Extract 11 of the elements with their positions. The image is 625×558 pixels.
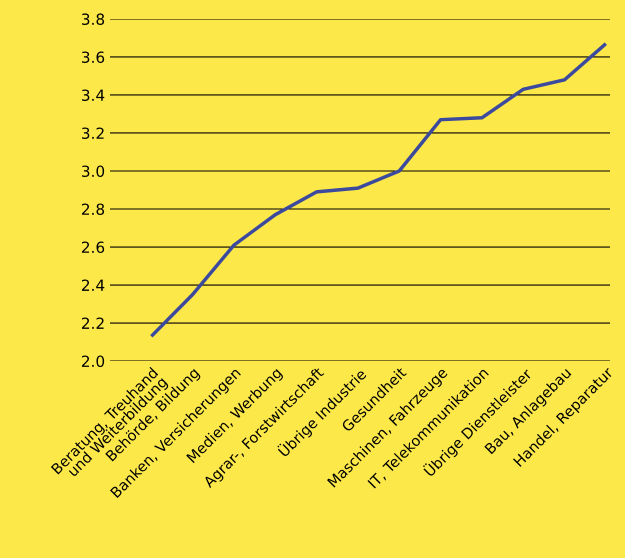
y-tick-label: 3.6	[82, 51, 104, 63]
y-tick-label: 2.8	[82, 203, 104, 216]
y-tick-label: 2.6	[82, 241, 104, 254]
y-tick-label: 3.0	[82, 165, 104, 178]
y-tick-label: 3.2	[82, 127, 104, 140]
y-tick-label: 2.4	[82, 279, 104, 291]
line-series	[150, 42, 608, 338]
y-tick-label: 3.4	[82, 89, 104, 102]
y-tick-label: 2.2	[82, 317, 104, 329]
y-tick-label: 2.0	[82, 355, 104, 368]
y-tick-label: 3.8	[82, 13, 104, 25]
